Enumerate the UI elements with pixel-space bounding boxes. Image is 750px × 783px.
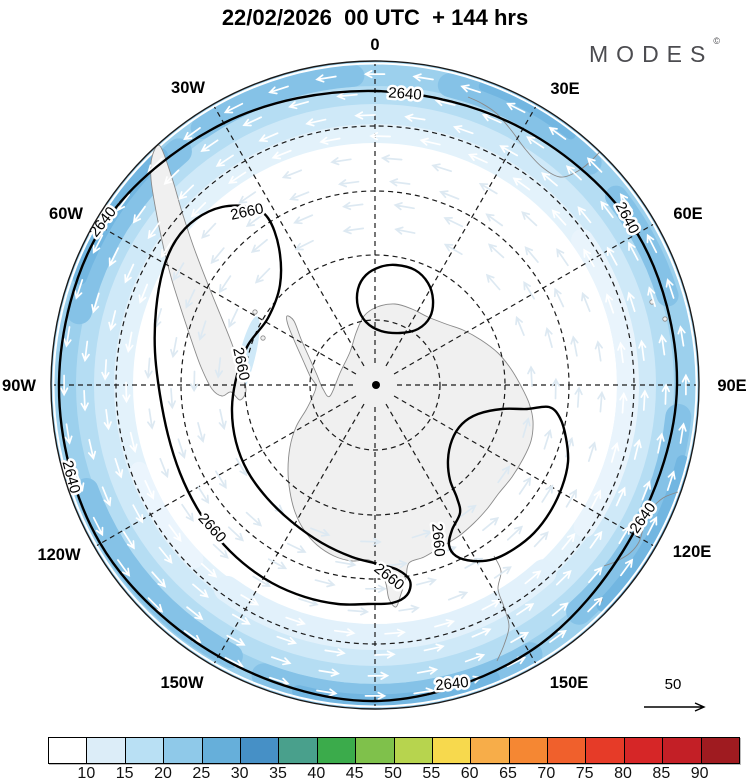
colorbar-tick-35: 35	[269, 765, 287, 782]
modes-logo-text: MODES	[589, 41, 714, 67]
reference-arrow-icon	[644, 702, 706, 712]
colorbar-tick-80: 80	[614, 765, 632, 782]
colorbar-tick-60: 60	[460, 765, 479, 782]
colorbar-tick-40: 40	[307, 765, 326, 782]
colorbar-tick-30: 30	[230, 765, 249, 782]
longitude-label-0: 0	[370, 36, 379, 54]
contour-2660	[355, 263, 435, 335]
modes-logo: MODES©	[589, 36, 720, 68]
wind-streamline-arrows	[190, 201, 560, 569]
longitude-label-60E: 60E	[673, 205, 702, 223]
colorbar-cell	[125, 738, 165, 763]
colorbar-tick-65: 65	[499, 765, 517, 782]
contour-2660	[446, 405, 570, 563]
contour-2640	[57, 89, 679, 703]
geopotential-contours-layer	[57, 89, 679, 703]
longitude-label-150W: 150W	[160, 674, 204, 692]
copyright-mark: ©	[713, 36, 720, 46]
island	[260, 335, 266, 341]
colorbar-cell	[49, 738, 88, 763]
contour-2660	[153, 204, 412, 606]
longitude-label-120W: 120W	[37, 546, 81, 564]
colorbar-tick-50: 50	[384, 765, 402, 782]
colorbar-tick-90: 90	[690, 765, 709, 782]
contour-label: 2640	[388, 84, 422, 103]
compass-labels-layer: 030E60E90E120E150E180150W120W90W60W30W	[2, 36, 747, 692]
colorbar-cell	[548, 738, 587, 763]
colorbar-cell	[471, 738, 510, 763]
island	[662, 316, 668, 322]
colorbar-tick-25: 25	[192, 765, 211, 782]
colorbar-tick-55: 55	[422, 765, 441, 782]
reference-arrow: 50	[644, 676, 706, 712]
wind-streamline-arrows	[60, 70, 690, 700]
colorbar-tick-70: 70	[537, 765, 556, 782]
graticule-layer	[54, 64, 696, 706]
colorbar-tick-20: 20	[154, 765, 172, 782]
contour-label: 2640	[435, 674, 470, 694]
wind-streamline-arrows	[101, 111, 649, 659]
wind-arrows-layer	[60, 70, 690, 700]
contour-label: 2660	[428, 523, 448, 558]
wind-streamline-arrows	[214, 226, 536, 546]
map-boundary-circle	[50, 60, 700, 710]
colorbar-cell	[317, 738, 357, 763]
colorbar-cell	[586, 738, 625, 763]
coastline	[493, 555, 510, 662]
longitude-label-150E: 150E	[550, 674, 589, 692]
wind-streamline-arrows	[122, 132, 628, 637]
landmass-layer	[150, 96, 679, 662]
wind-streamline-arrows	[80, 90, 670, 680]
colorbar-tick-75: 75	[575, 765, 594, 782]
colorbar-cell	[432, 738, 472, 763]
colorbar-cell	[394, 738, 433, 763]
longitude-label-30E: 30E	[550, 80, 579, 98]
wind-speed-colorbar	[48, 737, 740, 764]
longitude-label-120E: 120E	[673, 543, 712, 561]
colorbar-cell	[356, 738, 395, 763]
colorbar-cell	[164, 738, 203, 763]
colorbar-cell	[279, 738, 318, 763]
colorbar-cell	[701, 738, 740, 763]
longitude-label-30W: 30W	[171, 79, 205, 97]
antarctica-landmass	[286, 303, 534, 608]
colorbar-tick-10: 10	[77, 765, 96, 782]
longitude-label-60W: 60W	[49, 205, 83, 223]
colorbar-cell	[202, 738, 241, 763]
south-pole-dot	[372, 381, 380, 389]
colorbar-tick-15: 15	[115, 765, 134, 782]
colorbar-cell	[663, 738, 702, 763]
colorbar-tick-85: 85	[652, 765, 671, 782]
colorbar-cell	[240, 738, 280, 763]
island	[252, 309, 258, 315]
colorbar-tick-45: 45	[345, 765, 364, 782]
colorbar-cell	[624, 738, 664, 763]
colorbar-cell	[509, 738, 549, 763]
longitude-label-90E: 90E	[717, 377, 746, 395]
reference-arrow-value: 50	[665, 676, 682, 693]
south-america-landmass	[150, 144, 247, 401]
wind-streamline-arrows	[167, 178, 583, 593]
longitude-label-90W: 90W	[2, 377, 36, 395]
colorbar-cell	[87, 738, 126, 763]
chart-title: 22/02/2026 00 UTC + 144 hrs	[221, 5, 529, 30]
